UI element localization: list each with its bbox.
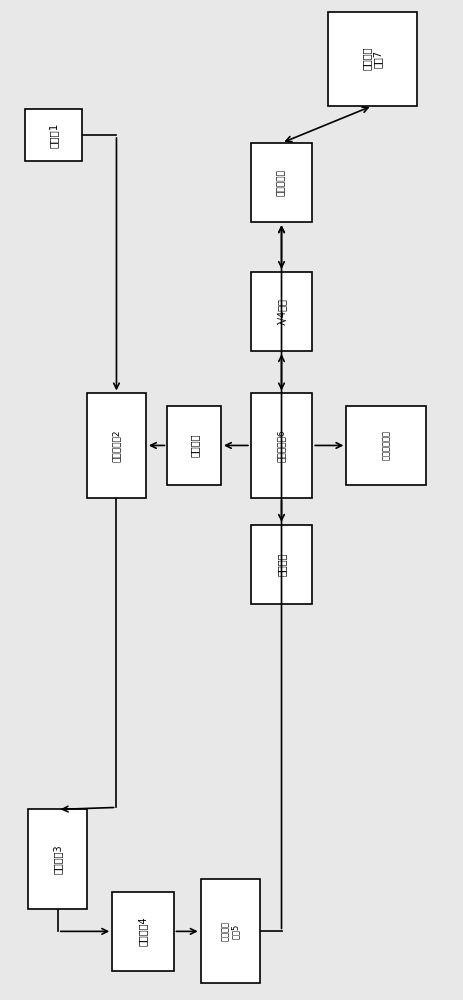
Text: 非模光纤4: 非模光纤4 [138,917,148,946]
Bar [87,393,146,498]
Bar [25,109,81,161]
Text: 偏振旋转器: 偏振旋转器 [277,169,286,196]
Bar [200,879,260,983]
Text: 光准直器: 光准直器 [189,434,199,457]
Text: 波分复用器2: 波分复用器2 [112,429,121,462]
Bar [112,892,174,971]
Text: 偏振增益
单模5: 偏振增益 单模5 [221,921,239,941]
Bar [28,809,88,909]
Text: λ/4波片: λ/4波片 [276,298,287,325]
Text: 光准直器: 光准直器 [276,553,287,576]
Bar [251,393,312,498]
Bar [251,143,312,222]
Bar [251,525,312,604]
Text: 保偏输出装置: 保偏输出装置 [382,430,391,460]
Bar [168,406,221,485]
Text: 偏振分束器6: 偏振分束器6 [277,429,286,462]
Text: 单模光纤3: 单模光纤3 [53,844,63,874]
Text: 可饱和吸
收体7: 可饱和吸 收体7 [362,47,383,70]
Text: 泵浦源1: 泵浦源1 [48,122,58,148]
Bar [328,12,417,106]
Bar [251,272,312,351]
Bar [346,406,426,485]
